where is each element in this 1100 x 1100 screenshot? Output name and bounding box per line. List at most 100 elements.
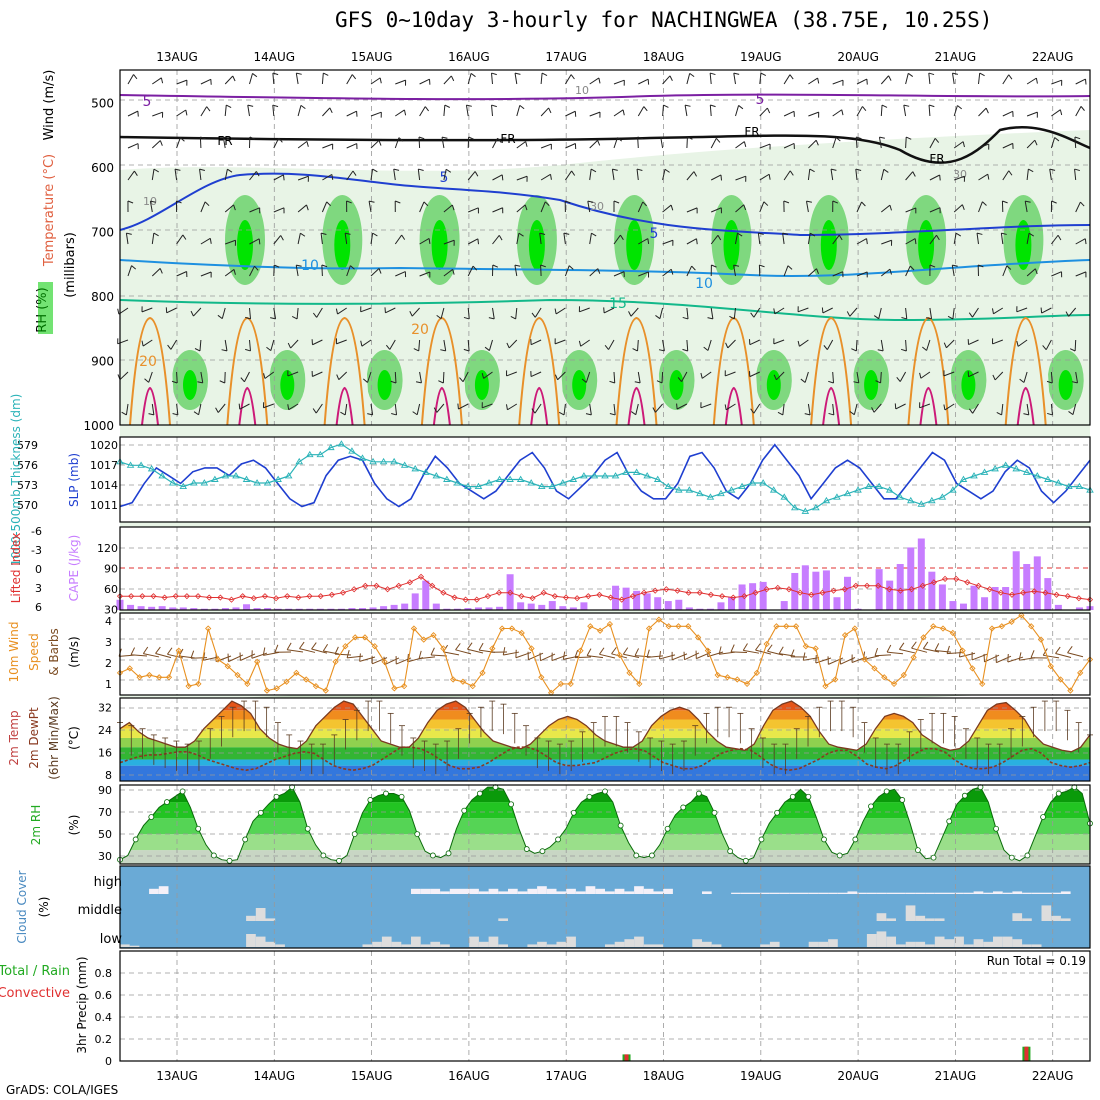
ylabel-temp2m-d: (°C): [67, 726, 81, 750]
wind-barb-flag: [278, 137, 283, 143]
cloud-level-middle: middle: [78, 903, 122, 918]
wind-barb-flag: [703, 346, 709, 351]
wind-barb-flag: [853, 381, 859, 384]
wind-barb-flag: [823, 345, 828, 350]
y-tick-wind10: 4: [105, 615, 112, 628]
wind-barb: [1050, 371, 1053, 384]
lifted-index-point: [1075, 595, 1082, 602]
wind-barb-flag: [1072, 381, 1078, 384]
y-tick-temp2m: 8: [105, 769, 112, 782]
cloud-bar-high: [789, 892, 799, 894]
wind10-point: [890, 680, 898, 688]
cloud-bar-high: [876, 892, 887, 894]
thickness-point: [1022, 468, 1031, 475]
wind-barb: [1002, 142, 1013, 149]
cloud-bar-low: [255, 936, 266, 947]
cape-bar: [369, 607, 377, 610]
wind-barb-flag: [574, 649, 579, 658]
wind-barb-flag: [190, 650, 195, 659]
wind-barb: [783, 142, 795, 149]
thickness-point: [495, 475, 504, 482]
wind-barb: [911, 647, 928, 653]
wind-barb: [1026, 268, 1036, 277]
wind-barb: [662, 104, 664, 117]
wind10-point: [146, 671, 153, 679]
wind10-point: [420, 636, 427, 643]
wind-barb: [443, 169, 447, 181]
wind-barb-flag: [802, 652, 806, 661]
wind-barb-flag: [1034, 268, 1038, 275]
y-tick-temp2m: 24: [98, 724, 112, 737]
wind-barb: [419, 271, 431, 277]
wind-barb: [856, 271, 868, 277]
wind-barb: [774, 307, 785, 315]
rh-cell-low-core: [669, 370, 684, 400]
wind-barb: [244, 371, 250, 383]
cloud-bar-high: [634, 886, 644, 894]
wind-barb: [826, 339, 834, 350]
wind-barb: [458, 403, 469, 410]
cloud-background: [120, 866, 1090, 948]
rh-cell-low-core: [766, 370, 781, 400]
y-tick-temp2m: 16: [98, 747, 112, 760]
wind-barb-flag: [459, 377, 464, 383]
wind-barb: [968, 371, 979, 378]
wind-barb: [249, 207, 260, 213]
lifted-index-point: [1020, 589, 1027, 596]
wind-barb-flag: [1042, 345, 1047, 351]
cloud-bar-low: [614, 941, 625, 947]
lifted-index-point: [373, 582, 380, 589]
rh2m-point: [899, 797, 906, 803]
isotherm-5: [119, 172, 1091, 237]
wind-barb: [637, 136, 639, 149]
cloud-bar-low: [411, 936, 421, 947]
wind10-point: [156, 674, 163, 681]
lifted-index-point: [217, 594, 224, 601]
wind-barb: [296, 307, 299, 319]
wind-barb-flag: [415, 381, 422, 384]
wind-barb-flag: [506, 342, 510, 349]
wind-barb: [1074, 136, 1077, 149]
thickness-point: [1054, 479, 1063, 486]
y-tick-cape: 120: [97, 542, 118, 555]
wind-barb-flag: [946, 645, 950, 654]
wind-barb-flag: [1007, 653, 1009, 663]
cape-frame: [119, 526, 1091, 611]
wind-barb: [719, 651, 736, 655]
cloud-bar-low: [246, 934, 256, 947]
wind-barb: [272, 105, 275, 117]
wind-barb: [125, 233, 129, 245]
wind-barb: [152, 77, 162, 85]
wind-barb: [1075, 271, 1087, 277]
wind-barb-flag: [491, 72, 497, 76]
wind-barb: [436, 403, 445, 413]
wind-barb: [127, 110, 139, 117]
wind-barb: [240, 653, 256, 661]
lifted-index-point: [161, 594, 168, 601]
wind-barb: [416, 403, 421, 415]
wind-barb-flag: [395, 200, 401, 204]
thickness-point: [833, 493, 841, 500]
y-tick-temp2m: 32: [98, 702, 112, 715]
isotherm-25: [724, 386, 743, 426]
wind-barb-flag: [282, 174, 285, 181]
wind-barb-flag: [204, 201, 210, 207]
wind-barb: [555, 307, 566, 315]
wind-barb: [773, 339, 785, 345]
wind-barb: [797, 307, 809, 313]
cloud-bar-middle: [886, 918, 896, 921]
wind-barb: [221, 307, 226, 319]
wind-barb-flag: [121, 411, 127, 416]
wind-barb-flag: [217, 314, 223, 320]
wind-barb: [491, 104, 493, 117]
rh2m-point: [758, 836, 765, 843]
wind-barb: [611, 169, 615, 181]
wind-barb-flag: [300, 232, 306, 237]
wind-barb-flag: [423, 201, 429, 207]
wind-barb-flag: [587, 200, 594, 203]
wind-barb: [776, 371, 785, 381]
wind-barb: [613, 137, 618, 149]
wind-barb: [395, 79, 406, 85]
cape-bar: [1023, 564, 1031, 610]
wind-barb: [928, 73, 931, 85]
